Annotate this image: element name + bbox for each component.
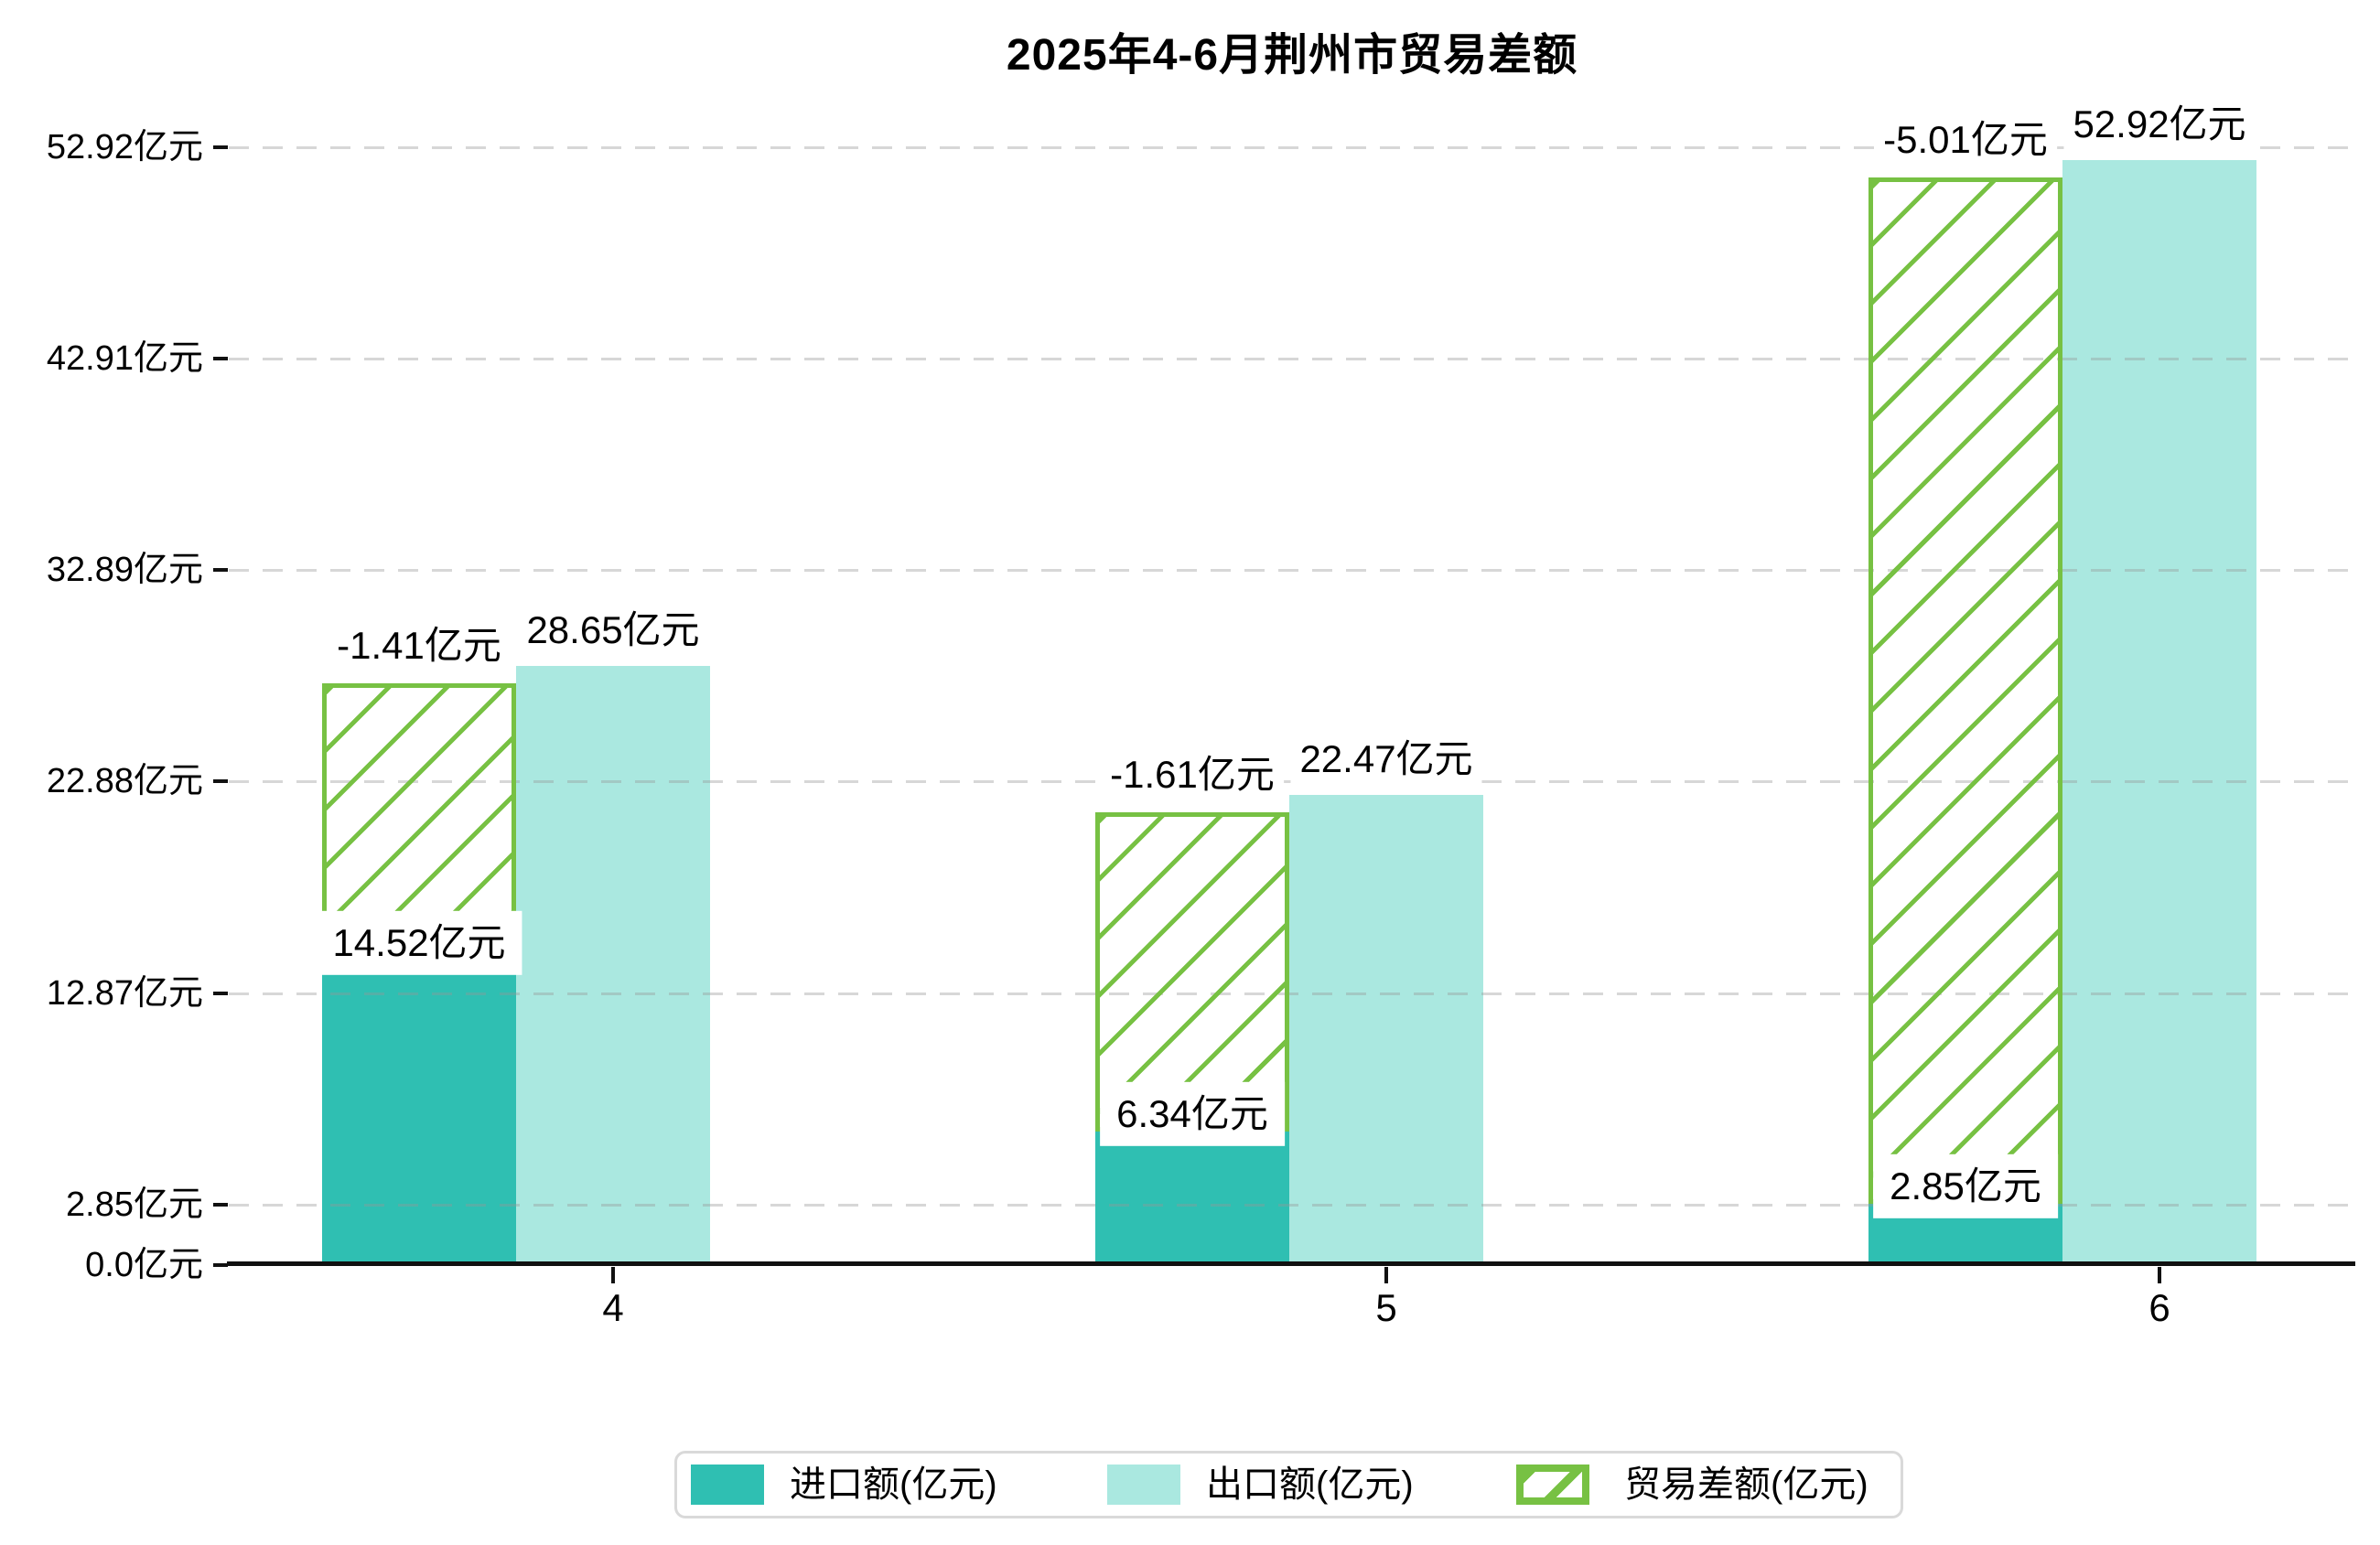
y-tick-mark (213, 1263, 228, 1267)
gridline (229, 146, 2355, 149)
y-tick-mark (213, 357, 228, 360)
gridline (229, 992, 2355, 995)
legend-label-import: 进口额(亿元) (790, 1465, 997, 1505)
value-label-balance: -5.01亿元 (1874, 113, 2057, 166)
value-label-balance: -1.41亿元 (328, 618, 511, 672)
value-label-export: 22.47亿元 (1290, 732, 1482, 786)
value-label-balance: -1.61亿元 (1101, 747, 1284, 801)
y-tick-mark (213, 1203, 228, 1207)
legend: 进口额(亿元) 出口额(亿元) 贸易差额(亿元) (674, 1451, 1903, 1518)
y-tick-label: 0.0亿元 (85, 1246, 203, 1284)
x-category-label: 6 (2148, 1286, 2170, 1329)
y-tick-mark (213, 992, 228, 995)
legend-swatch-balance (1516, 1465, 1589, 1505)
y-tick-label: 22.88亿元 (46, 762, 203, 800)
value-label-import: 14.52亿元 (316, 910, 522, 975)
value-label-export: 52.92亿元 (2063, 97, 2256, 151)
gridline (229, 569, 2355, 572)
chart-title: 2025年4-6月荆州市贸易差额 (1006, 31, 1578, 80)
legend-swatch-import (691, 1465, 764, 1505)
bar-export-5 (1289, 795, 1483, 1263)
y-tick-label: 42.91亿元 (46, 339, 203, 378)
x-category-label: 4 (602, 1286, 624, 1329)
bar-export-6 (2062, 160, 2256, 1263)
x-tick-mark (611, 1267, 615, 1283)
bar-export-4 (516, 666, 710, 1263)
y-tick-label: 32.89亿元 (46, 551, 203, 589)
gridline (229, 1204, 2355, 1207)
bar-balance-5 (1095, 812, 1289, 1132)
value-label-import: 6.34亿元 (1100, 1081, 1285, 1146)
gridline (229, 358, 2355, 360)
legend-label-balance: 贸易差额(亿元) (1624, 1465, 1868, 1505)
x-axis-line (227, 1261, 2355, 1266)
y-tick-mark (213, 568, 228, 572)
legend-label-export: 出口额(亿元) (1206, 1465, 1414, 1505)
y-tick-mark (213, 145, 228, 149)
bar-import-5 (1095, 1132, 1289, 1263)
legend-swatch-export (1107, 1465, 1180, 1505)
y-tick-mark (213, 779, 228, 783)
value-label-export: 28.65亿元 (517, 603, 709, 657)
x-tick-mark (1384, 1267, 1388, 1283)
y-tick-label: 12.87亿元 (46, 974, 203, 1013)
bar-balance-6 (1868, 177, 2062, 1204)
bar-import-4 (322, 960, 516, 1263)
y-tick-label: 52.92亿元 (46, 128, 203, 166)
value-label-import: 2.85亿元 (1873, 1153, 2058, 1218)
y-tick-label: 2.85亿元 (66, 1186, 203, 1224)
x-tick-mark (2158, 1267, 2161, 1283)
x-category-label: 5 (1375, 1286, 1397, 1329)
